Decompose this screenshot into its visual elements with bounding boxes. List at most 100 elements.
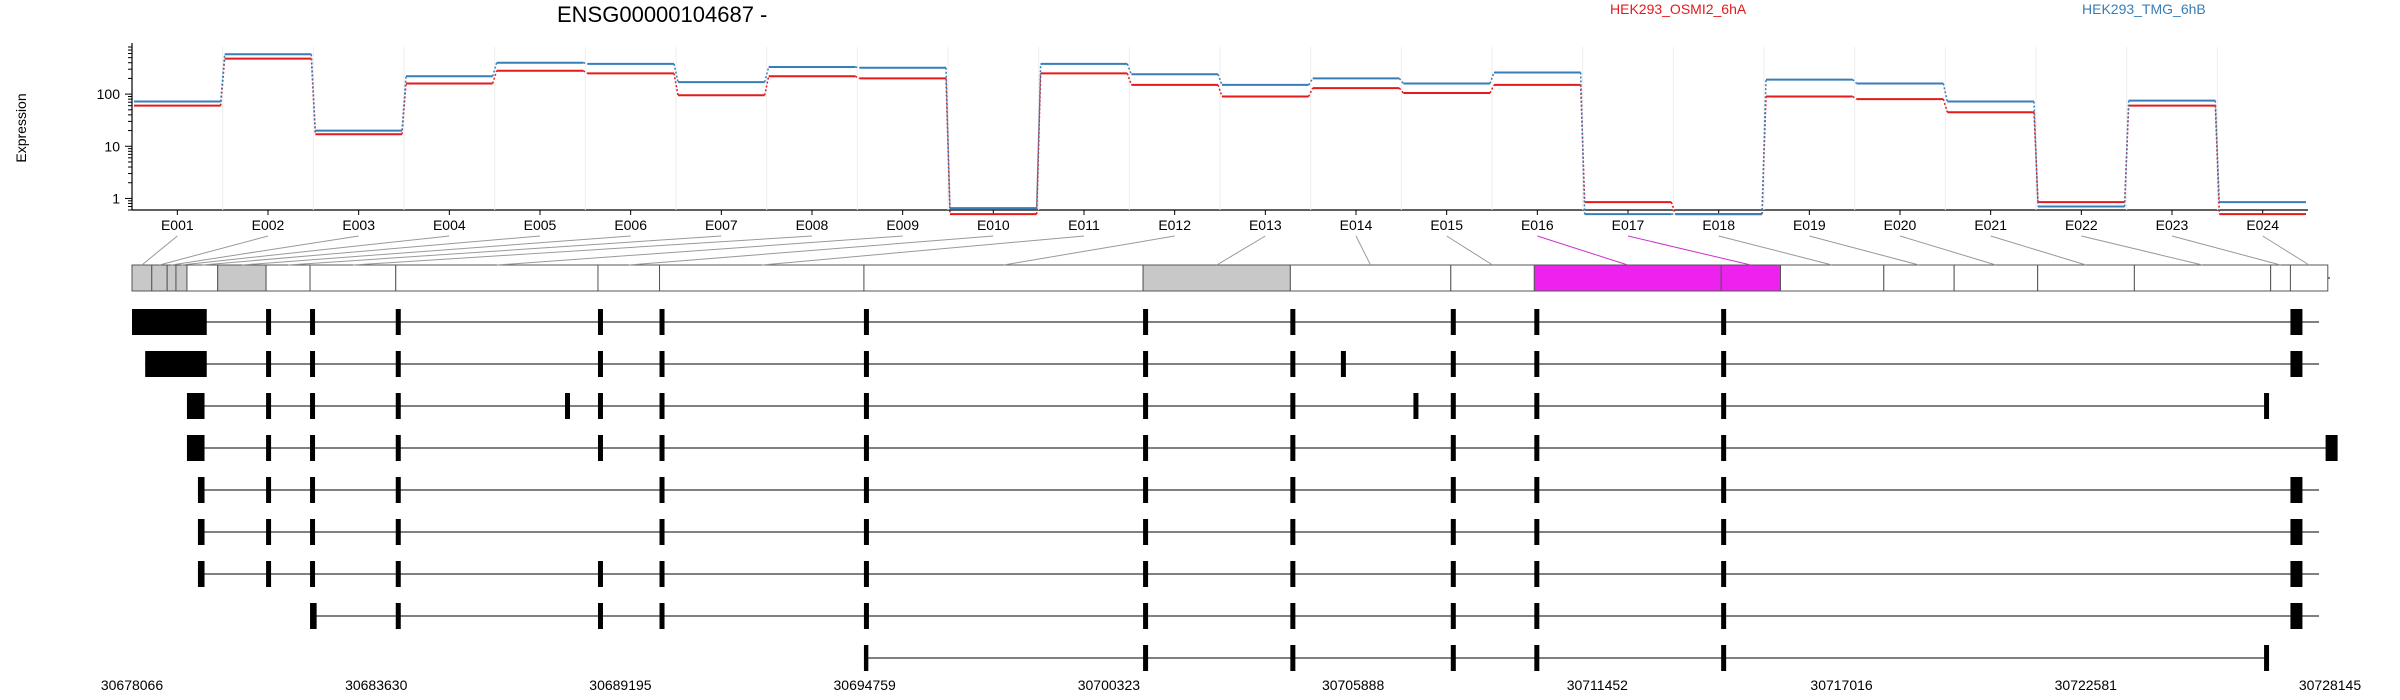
exon-box	[1953, 264, 2039, 292]
transcript-exon	[659, 393, 665, 419]
transcript-exon	[266, 561, 272, 587]
x-tick-label: E009	[886, 217, 919, 233]
transcript-exon	[266, 309, 272, 335]
transcript-exon	[597, 393, 603, 419]
exon-box	[2133, 264, 2272, 292]
exon-connector	[241, 235, 631, 266]
x-tick-label: E014	[1340, 217, 1373, 233]
exon-box	[1142, 264, 1291, 292]
transcript-exon	[1143, 309, 1149, 335]
transcript-exon	[2290, 351, 2303, 377]
genome-coordinate-label: 30717016	[1810, 677, 1873, 693]
transcript-exon	[1290, 561, 1296, 587]
genome-coordinate-label: 30711452	[1567, 677, 1628, 693]
transcript-exon	[1413, 393, 1419, 419]
genome-coordinate-label: 30689195	[589, 677, 652, 693]
data-connector	[1307, 87, 1314, 97]
transcript-exon	[1721, 519, 1727, 545]
data-connector	[1761, 79, 1767, 215]
transcript-exon	[1340, 351, 1346, 377]
transcript-exon	[395, 435, 401, 461]
exon-connector	[2171, 235, 2281, 266]
transcript-exon	[1290, 309, 1296, 335]
data-connector	[2123, 100, 2130, 207]
transcript-exon	[1143, 561, 1149, 587]
transcript-model	[186, 435, 2338, 461]
data-connector	[1852, 79, 1858, 84]
y-tick-label: 1	[112, 190, 120, 206]
data-connector	[1308, 78, 1314, 86]
transcript-exon	[863, 435, 869, 461]
transcript-exon	[2264, 393, 2270, 419]
x-tick-label: E004	[433, 217, 466, 233]
transcript-exon	[1290, 393, 1296, 419]
genome-coordinate-label: 30694759	[834, 677, 897, 693]
transcript-exon	[145, 351, 207, 377]
exon-connector	[1537, 235, 1628, 266]
transcript-model	[197, 519, 2320, 545]
transcript-exon	[2290, 603, 2303, 629]
data-connector	[1217, 74, 1223, 86]
data-connector	[855, 66, 860, 69]
exon-box	[1533, 264, 1722, 292]
exon-connector	[761, 235, 1085, 266]
transcript-exon	[266, 435, 272, 461]
x-tick-label: E013	[1249, 217, 1282, 233]
transcript-exon	[395, 309, 401, 335]
transcript-exon	[310, 603, 317, 629]
x-tick-label: E022	[2065, 217, 2098, 233]
exon-connector	[496, 235, 903, 266]
transcript-exon	[1143, 351, 1149, 377]
data-connector	[763, 66, 770, 83]
data-connector	[310, 54, 317, 131]
x-tick-label: E019	[1793, 217, 1826, 233]
transcript-exon	[863, 309, 869, 335]
transcript-exon	[175, 309, 181, 335]
genome-coordinate-label: 30683630	[345, 677, 408, 693]
exon-box	[131, 264, 153, 292]
transcript-exon	[1450, 435, 1456, 461]
data-connector	[763, 76, 770, 96]
transcript-exon	[1534, 435, 1540, 461]
transcript-exon	[565, 393, 571, 419]
exon-box	[2037, 264, 2135, 292]
data-connector	[1579, 84, 1586, 203]
transcript-exon	[395, 477, 401, 503]
x-tick-label: E011	[1068, 217, 1100, 233]
data-connector	[673, 63, 679, 83]
exon-connector	[1627, 235, 1751, 266]
x-tick-label: E018	[1702, 217, 1735, 233]
transcript-model	[197, 477, 2320, 503]
exon-box	[217, 264, 267, 292]
transcript-exon	[310, 435, 316, 461]
x-tick-label: E021	[1974, 217, 2007, 233]
x-tick-label: E017	[1612, 217, 1645, 233]
transcript-exon	[310, 351, 316, 377]
data-connector	[1035, 73, 1042, 215]
transcript-exon	[1143, 435, 1149, 461]
transcript-exon	[1721, 351, 1727, 377]
exon-connector	[352, 235, 813, 266]
data-connector	[1035, 63, 1042, 209]
exon-box	[151, 264, 168, 292]
transcript-exon	[1450, 309, 1456, 335]
exon-connector	[181, 235, 450, 266]
transcript-exon	[395, 351, 401, 377]
exon-connector	[171, 235, 359, 266]
transcript-exon	[2290, 477, 2303, 503]
transcript-exon	[1534, 393, 1540, 419]
transcript-exon	[395, 561, 401, 587]
data-connector	[582, 70, 588, 74]
exon-connector	[2081, 235, 2203, 266]
transcript-exon	[1290, 351, 1296, 377]
transcript-exon	[197, 561, 205, 587]
legend-entry-tmg: HEK293_TMG_6hB	[2082, 1, 2206, 17]
transcript-model	[132, 309, 2320, 335]
transcript-exon	[1143, 645, 1149, 671]
transcript-exon	[1290, 435, 1296, 461]
transcript-exon	[659, 603, 665, 629]
transcript-exon	[1721, 561, 1727, 587]
genome-coordinate-label: 30705888	[1322, 677, 1385, 693]
x-tick-label: E002	[252, 217, 285, 233]
